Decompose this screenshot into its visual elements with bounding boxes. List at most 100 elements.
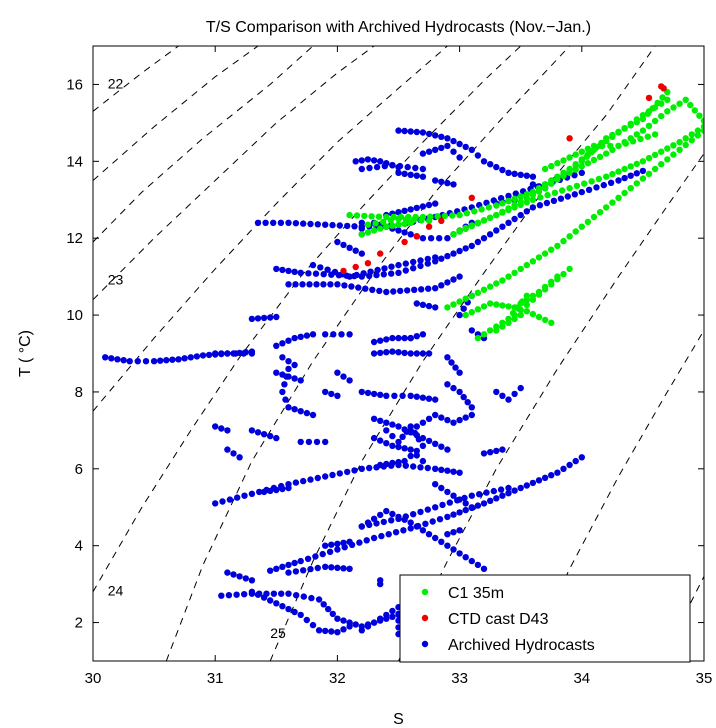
data-point — [609, 131, 616, 139]
data-point — [260, 594, 268, 601]
data-point — [395, 169, 402, 176]
data-point — [307, 565, 314, 573]
series-segment — [322, 538, 353, 549]
data-point — [639, 115, 647, 123]
data-point — [277, 219, 285, 226]
data-point — [352, 158, 359, 165]
data-point — [370, 415, 378, 422]
data-point — [307, 476, 314, 483]
data-point — [419, 394, 427, 401]
y-tick-label: 10 — [66, 307, 83, 324]
data-point — [468, 557, 475, 565]
data-point — [523, 296, 530, 303]
data-point — [377, 437, 384, 444]
series-segment — [395, 127, 537, 180]
data-point — [578, 169, 585, 176]
data-point — [248, 588, 256, 595]
data-point — [219, 498, 226, 505]
x-tick-label: 33 — [451, 670, 468, 687]
data-point — [285, 590, 292, 597]
data-point — [464, 399, 471, 406]
data-point — [230, 571, 237, 578]
data-point — [401, 229, 408, 236]
data-point — [637, 135, 644, 143]
data-point — [230, 450, 237, 457]
data-point — [370, 157, 378, 164]
data-point — [334, 369, 341, 376]
data-point — [389, 510, 396, 518]
data-point — [633, 180, 640, 187]
data-point — [676, 100, 683, 107]
data-point — [450, 231, 457, 238]
data-point — [487, 449, 494, 456]
data-point — [511, 195, 518, 202]
legend-marker — [421, 640, 429, 648]
data-point — [664, 108, 671, 115]
data-point — [438, 282, 445, 289]
data-point — [490, 487, 497, 495]
data-point — [334, 281, 341, 288]
data-point — [560, 237, 567, 245]
data-point — [462, 295, 469, 302]
data-point — [353, 212, 361, 219]
data-point — [468, 309, 475, 316]
data-point — [411, 286, 418, 293]
data-point — [456, 211, 463, 219]
data-point — [338, 331, 345, 338]
data-point — [285, 569, 292, 576]
data-point — [529, 310, 537, 318]
data-point — [444, 142, 451, 150]
data-point — [389, 334, 396, 342]
data-point — [376, 287, 383, 295]
data-point — [399, 433, 406, 440]
data-point — [517, 300, 524, 307]
data-point — [241, 492, 248, 499]
data-point — [511, 487, 518, 494]
data-point — [441, 212, 449, 220]
data-point — [487, 497, 494, 504]
data-point — [285, 561, 292, 569]
data-point — [279, 354, 286, 361]
data-point — [499, 392, 506, 399]
data-point — [658, 112, 665, 120]
data-point — [425, 217, 433, 225]
data-point — [254, 591, 262, 598]
density-contour-line-1 — [93, 46, 259, 181]
data-point — [366, 164, 373, 172]
data-point — [583, 153, 590, 160]
data-point — [346, 244, 353, 251]
data-point — [419, 350, 427, 357]
data-point — [578, 148, 585, 155]
data-point — [438, 466, 445, 473]
data-point — [401, 349, 408, 357]
data-point — [322, 473, 329, 480]
data-point — [377, 337, 384, 344]
data-point — [224, 427, 231, 434]
data-point — [279, 603, 286, 610]
data-point — [511, 215, 518, 223]
data-point — [480, 158, 488, 165]
series-segment — [267, 454, 585, 574]
data-point — [688, 137, 695, 144]
plot-area: 222324252627 — [92, 45, 705, 662]
data-point — [404, 163, 411, 171]
data-point — [387, 217, 395, 224]
data-point — [417, 257, 424, 264]
data-point — [603, 173, 610, 180]
data-point — [456, 416, 463, 424]
series-segment — [358, 219, 414, 238]
data-point — [267, 432, 274, 440]
data-point — [462, 414, 469, 421]
data-point — [395, 261, 402, 269]
data-point — [450, 301, 457, 308]
data-point — [267, 597, 274, 604]
data-point — [291, 334, 298, 342]
data-point — [297, 269, 304, 276]
data-point — [444, 416, 451, 424]
data-point — [248, 315, 256, 323]
data-point — [120, 357, 127, 364]
data-point — [370, 515, 378, 522]
data-point — [225, 592, 233, 599]
data-point — [456, 273, 463, 280]
data-point — [493, 227, 500, 234]
